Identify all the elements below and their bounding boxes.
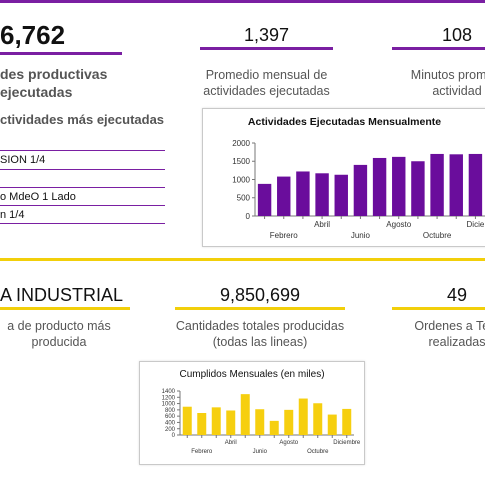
y-tick-label: 0 — [172, 433, 176, 439]
production-chart-title: Cumplidos Mensuales (en miles) — [179, 369, 325, 380]
kpi-total-activities-caption-line2: ejecutadas — [0, 84, 73, 100]
kpi-minutes-caption: Minutos promedi actividad — [392, 67, 485, 99]
kpi-product-line-caption-line2: producida — [31, 335, 87, 349]
kpi-total-produced-caption-line2: (todas las lineas) — [212, 335, 308, 349]
y-tick-label: 600 — [165, 414, 176, 420]
bar-julio — [269, 420, 279, 435]
bar-agosto — [392, 156, 406, 216]
kpi-total-produced-value: 9,850,699 — [219, 285, 301, 305]
kpi-third-party-orders-caption-line2: realizadas — [428, 335, 485, 349]
kpi-product-line-rule — [0, 307, 130, 310]
bar-junio — [353, 164, 368, 216]
bar-noviembre — [327, 414, 337, 435]
x-tick-label: Agosto — [386, 220, 411, 229]
list-rule — [0, 169, 165, 170]
bar-marzo — [211, 407, 221, 435]
kpi-third-party-orders-caption-line1: Ordenes a Terc — [414, 319, 485, 333]
bar-abril — [226, 410, 236, 435]
x-tick-label: Febrero — [270, 231, 299, 240]
y-tick-label: 400 — [165, 421, 176, 427]
activities-chart: 0 500 1000 1500 2000 Abril Agosto Dicie Febrero J… — [232, 139, 485, 240]
y-tick-label: 1000 — [232, 175, 250, 184]
x-tick-label: Abril — [225, 440, 237, 446]
y-tick-label: 800 — [165, 408, 176, 414]
section-divider — [0, 258, 485, 261]
y-tick-label: 0 — [246, 212, 251, 221]
bar-noviembre — [449, 154, 463, 216]
activities-chart-title: Actividades Ejecutadas Mensualmente — [247, 116, 442, 128]
list-rule — [0, 187, 165, 188]
production-chart-panel: Cumplidos Mensuales (en miles) 0 200 400 60… — [139, 361, 365, 465]
bar-marzo — [296, 171, 310, 216]
y-tick-label: 1200 — [162, 395, 176, 401]
y-tick-label: 1500 — [232, 157, 250, 166]
list-rule — [0, 205, 165, 206]
x-tick-label: Junio — [351, 231, 371, 240]
kpi-third-party-orders-value: 49 — [446, 285, 468, 305]
y-tick-label: 1400 — [162, 389, 176, 395]
kpi-total-activities-rule — [0, 52, 122, 55]
x-tick-label: Dicie — [467, 220, 485, 229]
y-tick-label: 2000 — [232, 139, 250, 148]
y-tick-label: 1000 — [162, 402, 176, 408]
activities-chart-panel: Actividades Ejecutadas Mensualmente 0 500… — [202, 108, 485, 247]
kpi-minutes-caption-line2: actividad — [432, 84, 482, 98]
bar-septiembre — [298, 398, 308, 435]
kpi-monthly-average-value: 1,397 — [243, 25, 290, 45]
y-tick-label: 200 — [165, 427, 176, 433]
kpi-total-activities-caption-line1: des productivas — [0, 66, 108, 82]
bar-mayo — [240, 394, 250, 435]
kpi-minutes-rule — [392, 47, 485, 50]
bar-junio — [255, 409, 265, 435]
kpi-monthly-average-caption-line2: actividades ejecutadas — [203, 84, 330, 98]
bar-enero — [257, 183, 272, 216]
kpi-third-party-orders-caption: Ordenes a Terc realizadas — [392, 318, 485, 350]
kpi-minutes-caption-line1: Minutos promedi — [410, 68, 485, 82]
y-tick-label: 500 — [237, 194, 251, 203]
x-tick-label: Octubre — [307, 449, 329, 455]
bar-diciembre — [342, 408, 352, 435]
bar-julio — [372, 157, 387, 216]
x-tick-label: Febrero — [191, 449, 213, 455]
kpi-third-party-orders-rule — [392, 307, 485, 310]
x-tick-label: Abril — [314, 220, 330, 229]
top-border — [0, 0, 485, 3]
kpi-total-produced-rule — [175, 307, 345, 310]
kpi-minutes-value: 108 — [441, 25, 473, 45]
x-tick-label: Diciembre — [333, 440, 361, 446]
kpi-monthly-average-rule — [200, 47, 333, 50]
bar-octubre — [313, 403, 323, 435]
bar-febrero — [277, 176, 291, 216]
list-item: SION 1/4 — [0, 154, 46, 166]
kpi-total-produced-caption-line1: Cantidades totales producidas — [175, 319, 345, 333]
bar-octubre — [430, 153, 444, 216]
list-rule — [0, 150, 165, 151]
bar-mayo — [334, 174, 348, 216]
bar-enero — [182, 406, 192, 435]
kpi-product-line-caption-line1: a de producto más — [7, 319, 111, 333]
top-activities-list: SION 1/4 o MdeO 1 Lado n 1/4 — [0, 150, 170, 230]
x-tick-label: Agosto — [279, 440, 298, 446]
bar-febrero — [197, 413, 207, 435]
kpi-total-activities-caption: des productivas ejecutadas — [0, 65, 107, 101]
list-item: n 1/4 — [0, 209, 25, 221]
kpi-monthly-average-caption-line1: Promedio mensual de — [205, 68, 328, 82]
kpi-product-line-caption: a de producto más producida — [0, 318, 118, 350]
kpi-product-line-value: A INDUSTRIAL — [0, 285, 124, 305]
bar-septiembre — [411, 161, 425, 216]
bar-diciembre — [468, 153, 483, 216]
top-activities-list-title: ctividades más ejecutadas — [0, 112, 165, 127]
list-item: o MdeO 1 Lado — [0, 191, 76, 203]
x-tick-label: Junio — [253, 449, 268, 455]
kpi-total-produced-caption: Cantidades totales producidas (todas las… — [170, 318, 350, 350]
kpi-total-activities-value: 6,762 — [0, 20, 66, 50]
list-rule — [0, 223, 165, 224]
bar-agosto — [284, 409, 294, 435]
bar-abril — [315, 173, 329, 216]
kpi-monthly-average-caption: Promedio mensual de actividades ejecutad… — [190, 67, 343, 99]
x-tick-label: Octubre — [423, 231, 452, 240]
